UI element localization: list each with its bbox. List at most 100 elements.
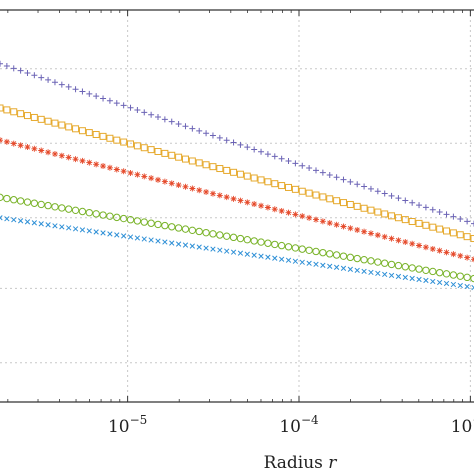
data-point — [230, 139, 237, 146]
data-point — [10, 108, 18, 116]
data-point — [258, 148, 265, 155]
data-point — [85, 129, 93, 137]
data-point — [367, 185, 374, 192]
data-point — [402, 239, 409, 246]
data-point — [333, 221, 340, 228]
data-point — [71, 206, 80, 215]
data-point — [100, 163, 107, 170]
data-point — [182, 123, 189, 130]
data-point — [298, 245, 306, 253]
data-point — [361, 183, 368, 190]
data-point — [127, 169, 134, 176]
data-point — [457, 252, 464, 259]
data-point — [243, 172, 251, 180]
data-point — [401, 263, 410, 271]
data-point — [0, 193, 4, 202]
data-point — [374, 258, 382, 266]
data-point — [415, 219, 423, 227]
data-point — [409, 275, 415, 282]
data-point — [347, 266, 354, 272]
data-point — [140, 218, 148, 226]
data-point — [374, 188, 381, 195]
data-point — [471, 220, 474, 227]
data-point — [347, 178, 354, 185]
data-point — [66, 225, 72, 231]
data-point — [181, 225, 190, 233]
data-point — [161, 221, 169, 230]
data-point — [195, 227, 203, 236]
data-point — [326, 195, 334, 203]
data-point — [340, 176, 347, 183]
data-point — [161, 178, 168, 185]
data-point — [456, 231, 464, 239]
data-point — [449, 271, 458, 279]
data-point — [422, 244, 429, 251]
data-point — [147, 219, 155, 227]
data-point — [271, 180, 279, 188]
data-point — [44, 117, 52, 125]
data-point — [209, 163, 217, 171]
data-point — [285, 209, 292, 216]
data-point — [51, 119, 59, 127]
data-point — [292, 160, 299, 167]
data-point — [65, 123, 73, 131]
data-point — [429, 223, 437, 231]
data-point — [388, 212, 396, 220]
data-point — [58, 121, 66, 129]
data-point — [298, 187, 306, 195]
data-point — [443, 249, 450, 256]
data-point — [374, 232, 381, 239]
data-point — [126, 216, 135, 224]
data-point — [134, 171, 141, 178]
data-point — [422, 266, 430, 274]
data-point — [285, 183, 293, 191]
data-point — [416, 242, 423, 249]
data-point — [181, 155, 189, 163]
data-point — [161, 149, 169, 157]
data-point — [360, 204, 368, 212]
data-point — [148, 175, 155, 182]
data-point — [422, 204, 429, 211]
data-point — [155, 114, 161, 121]
data-point — [367, 257, 375, 265]
data-point — [408, 264, 416, 272]
data-point — [113, 166, 120, 173]
series-star — [0, 137, 474, 263]
data-point — [120, 138, 128, 146]
data-point — [395, 195, 402, 202]
data-point — [251, 146, 258, 153]
data-point — [154, 220, 162, 229]
data-point — [86, 90, 93, 97]
data-point — [449, 229, 457, 237]
x-ticks: 10−5 10−4 10−3 — [7, 10, 474, 437]
data-point — [86, 159, 93, 166]
data-point — [86, 228, 92, 234]
data-point — [394, 214, 402, 222]
data-point — [10, 140, 17, 147]
data-point — [271, 240, 279, 249]
data-point — [38, 221, 44, 227]
data-point — [17, 142, 24, 149]
data-point — [72, 125, 80, 133]
data-point — [250, 174, 258, 182]
data-point — [45, 149, 52, 156]
data-point — [79, 157, 86, 164]
data-point — [382, 271, 388, 278]
data-point — [251, 252, 257, 258]
data-point — [333, 197, 341, 205]
data-point — [114, 232, 120, 238]
data-point — [202, 161, 210, 169]
data-point — [429, 245, 436, 252]
data-point — [429, 206, 436, 213]
data-point — [443, 227, 451, 235]
data-point — [17, 67, 24, 74]
data-point — [92, 130, 100, 138]
data-point — [361, 228, 368, 235]
data-point — [106, 164, 113, 171]
data-point — [244, 251, 250, 257]
data-point — [258, 253, 264, 259]
data-point — [387, 260, 396, 269]
data-point — [100, 230, 106, 236]
data-point — [0, 215, 3, 221]
data-point — [388, 192, 395, 199]
